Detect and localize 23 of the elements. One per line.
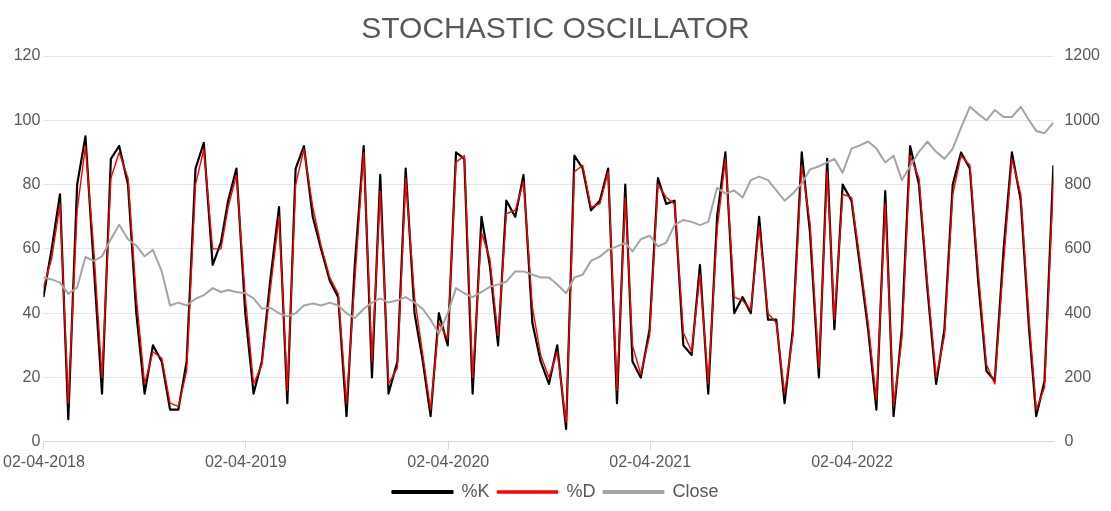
y-tick-label: 0 bbox=[31, 432, 41, 450]
y-tick-label: 100 bbox=[13, 110, 41, 128]
y2-tick-label: 0 bbox=[1064, 432, 1074, 450]
x-tick-label: 02-04-2021 bbox=[609, 452, 692, 470]
y2-tick-label: 1200 bbox=[1064, 46, 1101, 64]
x-tick-label: 02-04-2022 bbox=[811, 452, 894, 470]
legend-label: %D bbox=[566, 480, 596, 501]
chart-title: STOCHASTIC OSCILLATOR bbox=[361, 11, 750, 45]
y-tick-label: 120 bbox=[13, 46, 41, 64]
y2-tick-label: 400 bbox=[1064, 303, 1092, 321]
x-tick-label: 02-04-2018 bbox=[3, 452, 85, 470]
y-tick-label: 60 bbox=[22, 239, 41, 257]
y-tick-label: 40 bbox=[22, 303, 41, 321]
x-tick-label: 02-04-2020 bbox=[407, 452, 490, 470]
y-tick-label: 20 bbox=[22, 367, 41, 385]
y2-tick-label: 200 bbox=[1064, 367, 1092, 385]
y2-tick-label: 600 bbox=[1064, 239, 1092, 257]
x-tick-label: 02-04-2019 bbox=[204, 452, 287, 470]
legend-label: %K bbox=[461, 480, 490, 501]
legend-label: Close bbox=[672, 480, 719, 501]
y2-tick-label: 1000 bbox=[1064, 110, 1101, 128]
y2-tick-label: 800 bbox=[1064, 175, 1092, 193]
y-tick-label: 80 bbox=[22, 175, 41, 193]
